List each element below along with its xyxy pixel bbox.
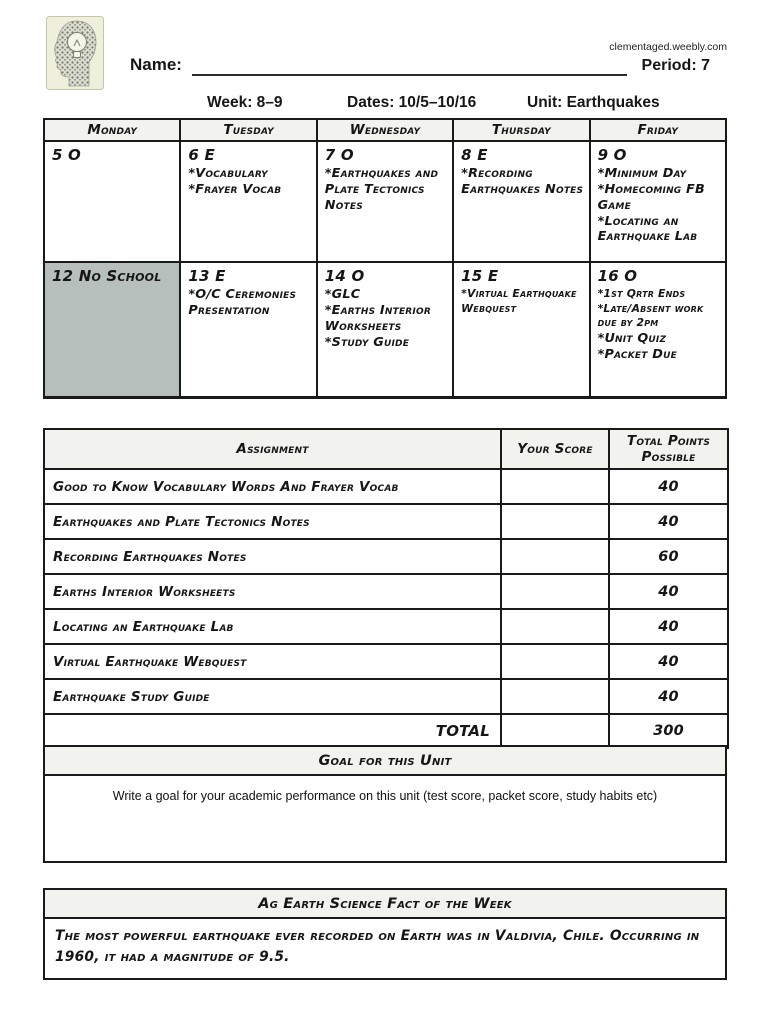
total-row: TOTAL 300: [43, 713, 729, 750]
calendar-cell: 6 E *Vocabulary *Frayer Vocab: [179, 140, 318, 263]
day-label: 9 O: [597, 146, 627, 164]
calendar-header-row: Monday Tuesday Wednesday Thursday Friday: [42, 118, 728, 142]
day-header-monday: Monday: [42, 118, 182, 142]
calendar-cell: 16 O *1st Qrtr Ends *Late/Absent work du…: [588, 261, 728, 399]
day-label: 5 O: [52, 146, 82, 164]
day-label: 8 E: [461, 146, 488, 164]
calendar-item: *Recording Earthquakes Notes: [461, 166, 584, 197]
goal-prompt: Write a goal for your academic performan…: [112, 789, 658, 803]
calendar-item: *Earths Interior Worksheets: [324, 302, 431, 334]
day-label: 13 E: [188, 267, 226, 285]
table-row: Earths Interior Worksheets 40: [43, 573, 729, 611]
calendar-item: *Packet Due: [597, 346, 677, 362]
points-cell: 40: [608, 678, 729, 716]
day-header-thursday: Thursday: [452, 118, 591, 142]
name-label: Name:: [130, 55, 182, 74]
total-score-cell: [500, 713, 610, 750]
assignments-table: Assignment Your Score Total Points Possi…: [43, 427, 729, 750]
assignment-name: Good to Know Vocabulary Words And Frayer…: [43, 468, 502, 506]
score-cell: [500, 678, 610, 716]
assignment-name: Locating an Earthquake Lab: [43, 608, 502, 646]
table-row: Virtual Earthquake Webquest 40: [43, 643, 729, 681]
total-points-cell: 300: [608, 713, 729, 750]
score-cell: [500, 538, 610, 576]
calendar-item: *Earthquakes and Plate Tectonics Notes: [324, 166, 439, 213]
table-row: Recording Earthquakes Notes 60: [43, 538, 729, 576]
calendar-item: *Study Guide: [324, 334, 410, 350]
brand-logo: [46, 16, 104, 90]
calendar-item: *Unit Quiz: [597, 330, 667, 346]
column-header-assignment: Assignment: [43, 427, 502, 471]
points-cell: 40: [608, 643, 729, 681]
score-cell: [500, 573, 610, 611]
calendar-item: *Frayer Vocab: [188, 181, 282, 197]
goal-section-title: Goal for this Unit: [45, 747, 725, 776]
table-row: Locating an Earthquake Lab 40: [43, 608, 729, 646]
lightbulb-head-logo-icon: [46, 16, 104, 90]
score-cell: [500, 608, 610, 646]
calendar-cell-no-school: 12 No School: [42, 261, 182, 399]
calendar-cell: 9 O *Minimum Day *Homecoming FB Game *Lo…: [588, 140, 728, 263]
name-fill-in-line: [192, 52, 627, 76]
calendar-item: *Locating an Earthquake Lab: [597, 213, 698, 245]
fact-text: The most powerful earthquake ever record…: [55, 928, 700, 965]
assignments-header-row: Assignment Your Score Total Points Possi…: [43, 427, 729, 471]
assignment-name: Earths Interior Worksheets: [43, 573, 502, 611]
goal-write-in-area: Write a goal for your academic performan…: [45, 776, 725, 861]
table-row: Earthquakes and Plate Tectonics Notes 40: [43, 503, 729, 541]
assignment-name: Recording Earthquakes Notes: [43, 538, 502, 576]
points-cell: 60: [608, 538, 729, 576]
day-label: 12 No School: [52, 267, 162, 285]
calendar-item: *Virtual Earthquake Webquest: [461, 287, 577, 315]
goal-section: Goal for this Unit Write a goal for your…: [43, 745, 727, 863]
points-cell: 40: [608, 468, 729, 506]
points-cell: 40: [608, 573, 729, 611]
unit-label: Unit: Earthquakes: [527, 94, 660, 111]
calendar-item: *GLC: [324, 287, 361, 302]
fact-section-title: Ag Earth Science Fact of the Week: [45, 890, 725, 919]
day-header-friday: Friday: [588, 118, 728, 142]
points-cell: 40: [608, 503, 729, 541]
score-cell: [500, 468, 610, 506]
column-header-your-score: Your Score: [500, 427, 610, 471]
calendar-cell: 8 E *Recording Earthquakes Notes: [452, 140, 591, 263]
calendar-week1-row: 5 O 6 E *Vocabulary *Frayer Vocab 7 O *E…: [42, 140, 728, 263]
assignment-name: Earthquakes and Plate Tectonics Notes: [43, 503, 502, 541]
week-label: Week: 8–9: [207, 94, 283, 111]
table-row: Earthquake Study Guide 40: [43, 678, 729, 716]
calendar-cell: 13 E *O/C Ceremonies Presentation: [179, 261, 318, 399]
table-row: Good to Know Vocabulary Words And Frayer…: [43, 468, 729, 506]
calendar-week2-row: 12 No School 13 E *O/C Ceremonies Presen…: [42, 261, 728, 399]
score-cell: [500, 643, 610, 681]
period-label: Period: 7: [641, 57, 710, 74]
calendar-item: *Homecoming FB Game: [597, 181, 705, 213]
calendar-item: *Minimum Day: [597, 166, 687, 181]
calendar-cell: 5 O: [42, 140, 182, 263]
day-header-wednesday: Wednesday: [315, 118, 455, 142]
calendar-cell: 14 O *GLC *Earths Interior Worksheets *S…: [315, 261, 455, 399]
calendar-item: *1st Qrtr Ends: [597, 287, 686, 300]
day-label: 6 E: [188, 146, 215, 164]
day-label: 14 O: [324, 267, 365, 285]
dates-label: Dates: 10/5–10/16: [347, 94, 477, 111]
calendar-table: Monday Tuesday Wednesday Thursday Friday…: [42, 118, 728, 399]
assignment-name: Earthquake Study Guide: [43, 678, 502, 716]
assignment-name: Virtual Earthquake Webquest: [43, 643, 502, 681]
day-label: 15 E: [461, 267, 499, 285]
score-cell: [500, 503, 610, 541]
calendar-item: *Vocabulary: [188, 166, 268, 181]
site-url: clementaged.weebly.com: [609, 41, 727, 53]
calendar-item: *O/C Ceremonies Presentation: [188, 287, 297, 318]
day-label: 7 O: [324, 146, 354, 164]
points-cell: 40: [608, 608, 729, 646]
fact-section: Ag Earth Science Fact of the Week The mo…: [43, 888, 727, 981]
total-label: TOTAL: [43, 713, 502, 750]
day-header-tuesday: Tuesday: [179, 118, 318, 142]
day-label: 16 O: [597, 267, 638, 285]
calendar-cell: 7 O *Earthquakes and Plate Tectonics Not…: [315, 140, 455, 263]
column-header-total-points: Total Points Possible: [608, 427, 729, 471]
calendar-cell: 15 E *Virtual Earthquake Webquest: [452, 261, 591, 399]
calendar-item: *Late/Absent work due by 2pm: [597, 301, 704, 330]
